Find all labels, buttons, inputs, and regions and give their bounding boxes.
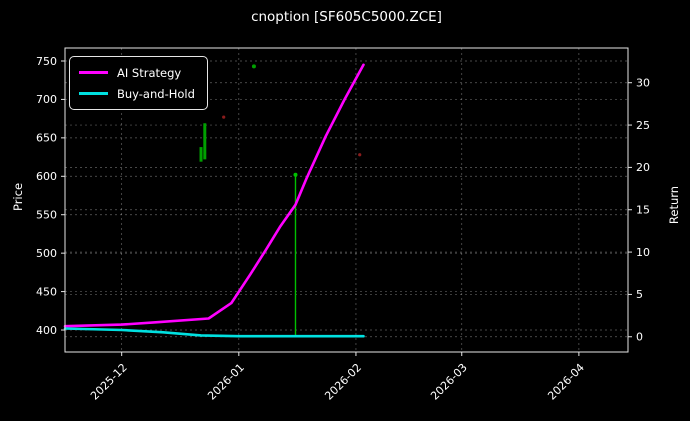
green-signal-dot: [293, 172, 298, 177]
green-signal-dot: [251, 64, 256, 69]
tick-label-price: 400: [36, 324, 57, 337]
tick-label-price: 500: [36, 247, 57, 260]
tick-label-price: 550: [36, 209, 57, 222]
legend-item: AI Strategy: [79, 62, 195, 83]
tick-label-month: 2025-12: [88, 361, 130, 403]
red-signal-dot: [358, 153, 362, 157]
legend-label: Buy-and-Hold: [117, 86, 195, 101]
legend-label: AI Strategy: [117, 65, 182, 80]
y-axis-label-return: Return: [667, 185, 681, 225]
tick-label-price: 650: [36, 132, 57, 145]
tick-label-price: 750: [36, 55, 57, 68]
axes-frame: [64, 47, 629, 353]
tick-label-month: 2026-03: [428, 361, 470, 403]
series-line-ai-strategy: [63, 63, 365, 328]
tick-label-month: 2026-04: [545, 361, 587, 403]
legend-swatch: [79, 92, 108, 95]
tick-label-price: 700: [36, 93, 57, 106]
red-signal-dot: [222, 115, 226, 119]
tick-label-price: 600: [36, 170, 57, 183]
tick-label-return: 25: [636, 119, 650, 132]
legend: AI Strategy Buy-and-Hold: [69, 56, 208, 110]
chart-title: cnoption [SF605C5000.ZCE]: [251, 9, 442, 25]
series-line-buy-and-hold: [63, 327, 365, 338]
tick-label-return: 0: [636, 331, 643, 344]
legend-item: Buy-and-Hold: [79, 83, 195, 104]
tick-label-return: 15: [636, 204, 650, 217]
tick-label-return: 10: [636, 246, 650, 259]
y-axis-label-price: Price: [11, 182, 25, 212]
tick-label-return: 20: [636, 161, 650, 174]
tick-label-price: 450: [36, 285, 57, 298]
legend-swatch: [79, 71, 108, 74]
tick-label-return: 30: [636, 77, 650, 90]
tick-label-month: 2026-02: [322, 361, 364, 403]
tick-label-return: 5: [636, 288, 643, 301]
tick-label-month: 2026-01: [205, 361, 247, 403]
